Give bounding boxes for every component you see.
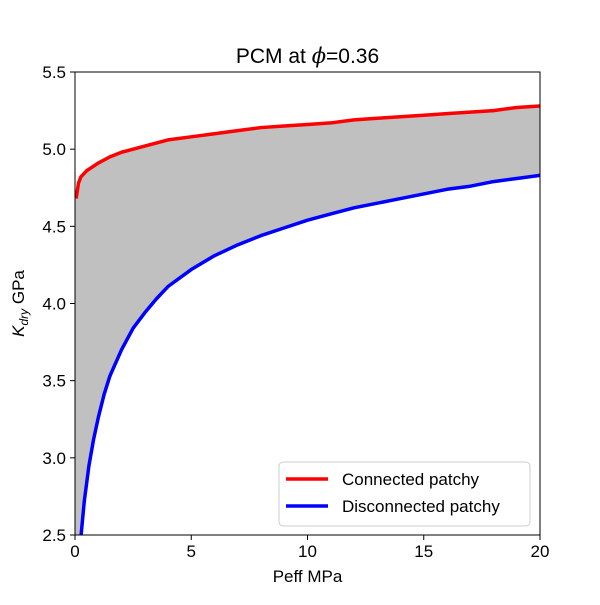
x-tick-label: 0 [70, 542, 79, 561]
y-tick-label: 3.5 [42, 372, 66, 391]
y-axis-label-symbol: K [9, 325, 28, 337]
y-tick-label: 4.0 [42, 295, 66, 314]
y-tick-label: 5.5 [42, 63, 66, 82]
series-line-connected [75, 104, 540, 199]
legend-label-disconnected: Disconnected patchy [342, 497, 500, 516]
y-tick-label: 5.0 [42, 140, 66, 159]
chart-title: PCM at ϕ=0.36 [236, 44, 379, 68]
phi-symbol: ϕ [312, 44, 326, 68]
y-tick-label: 3.0 [42, 449, 66, 468]
x-axis-label: Peff MPa [273, 567, 343, 586]
x-tick-label: 20 [531, 542, 550, 561]
y-axis-label-unit: GPa [9, 270, 28, 309]
y-axis-label: Kdry GPa [9, 270, 31, 337]
legend-label-connected: Connected patchy [342, 470, 480, 489]
legend: Connected patchy Disconnected patchy [278, 461, 531, 527]
series-line-disconnected [79, 173, 540, 535]
legend-box [278, 461, 531, 527]
x-tick-label: 5 [187, 542, 196, 561]
fill-between-area [75, 105, 540, 535]
y-tick-label: 2.5 [42, 526, 66, 545]
x-tick-label: 10 [298, 542, 317, 561]
y-axis-label-subscript: dry [17, 308, 31, 326]
x-tick-label: 15 [414, 542, 433, 561]
y-tick-label: 4.5 [42, 217, 66, 236]
